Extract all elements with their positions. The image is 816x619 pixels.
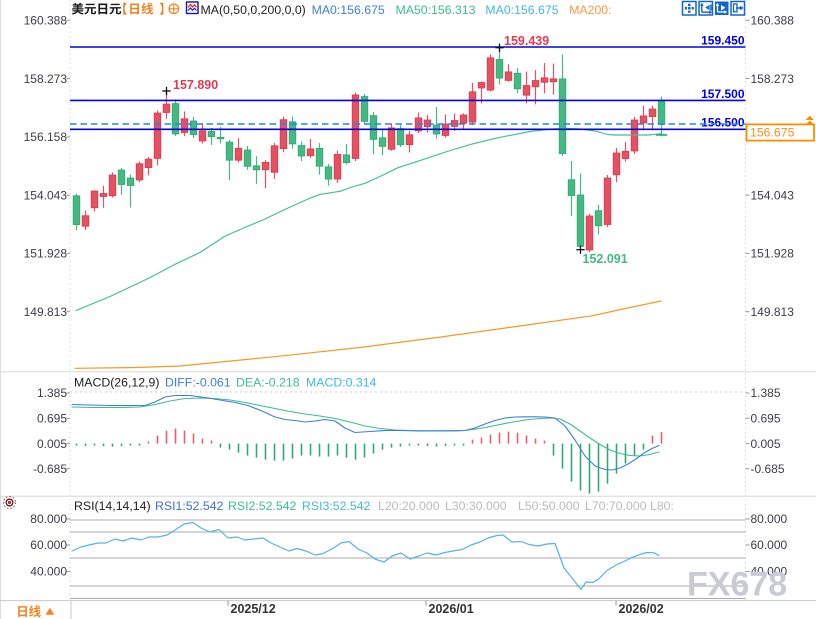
svg-text:L50:50.000: L50:50.000: [518, 499, 580, 513]
svg-text:MA0:156.675: MA0:156.675: [312, 3, 385, 17]
svg-text:60.000: 60.000: [751, 538, 788, 552]
svg-text:156.675: 156.675: [750, 126, 795, 140]
svg-text:MA(0,50,0,200,0,0): MA(0,50,0,200,0,0): [201, 3, 306, 17]
svg-text:154.043: 154.043: [24, 188, 68, 202]
svg-text:0.695: 0.695: [751, 411, 781, 425]
svg-text:MA200:: MA200:: [569, 3, 611, 17]
svg-text:L80:: L80:: [650, 499, 674, 513]
svg-text:159.450: 159.450: [701, 33, 745, 47]
svg-text:MA50:156.313: MA50:156.313: [396, 3, 476, 17]
svg-text:1.385: 1.385: [751, 386, 781, 400]
svg-text:L30:30.000: L30:30.000: [445, 499, 507, 513]
svg-text:L70:70.000: L70:70.000: [585, 499, 647, 513]
svg-text:152.091: 152.091: [583, 252, 628, 266]
svg-text:160.388: 160.388: [751, 14, 795, 28]
svg-text:158.273: 158.273: [24, 72, 68, 86]
svg-text:80.000: 80.000: [30, 512, 67, 526]
svg-text:FX678: FX678: [687, 566, 787, 604]
svg-text:2026/02: 2026/02: [619, 602, 664, 616]
svg-text:RSI1:52.542: RSI1:52.542: [155, 499, 224, 513]
svg-text:80.000: 80.000: [751, 512, 788, 526]
svg-text:0.695: 0.695: [37, 411, 67, 425]
svg-text:40.000: 40.000: [751, 565, 788, 579]
svg-text:151.928: 151.928: [751, 247, 795, 261]
svg-text:-0.685: -0.685: [33, 462, 67, 476]
svg-text:-0.685: -0.685: [751, 462, 785, 476]
svg-text:154.043: 154.043: [751, 188, 795, 202]
svg-text:149.813: 149.813: [751, 305, 795, 319]
svg-text:156.158: 156.158: [24, 130, 68, 144]
svg-text:MACD:0.314: MACD:0.314: [306, 375, 377, 389]
svg-text:MACD(26,12,9): MACD(26,12,9): [74, 375, 159, 389]
svg-text:2026/01: 2026/01: [429, 602, 474, 616]
svg-text:149.813: 149.813: [24, 305, 68, 319]
svg-text:DEA:-0.218: DEA:-0.218: [236, 375, 300, 389]
svg-text:RSI3:52.542: RSI3:52.542: [302, 499, 371, 513]
svg-text:157.890: 157.890: [173, 78, 218, 92]
svg-text:DIFF:-0.061: DIFF:-0.061: [165, 375, 231, 389]
svg-text:RSI2:52.542: RSI2:52.542: [228, 499, 297, 513]
svg-text:MA0:156.675: MA0:156.675: [485, 3, 558, 17]
svg-text:60.000: 60.000: [30, 538, 67, 552]
svg-text:0.005: 0.005: [751, 437, 781, 451]
svg-text:40.000: 40.000: [30, 565, 67, 579]
svg-text:1.385: 1.385: [37, 386, 67, 400]
svg-text:156.500: 156.500: [701, 116, 745, 130]
svg-text:0.005: 0.005: [37, 437, 67, 451]
svg-text:158.273: 158.273: [751, 72, 795, 86]
svg-text:157.500: 157.500: [701, 87, 745, 101]
svg-text:2025/12: 2025/12: [231, 602, 276, 616]
svg-text:160.388: 160.388: [24, 14, 68, 28]
svg-text:RSI(14,14,14): RSI(14,14,14): [74, 499, 151, 513]
svg-text:L20:20.000: L20:20.000: [378, 499, 440, 513]
svg-text:159.439: 159.439: [504, 34, 549, 48]
svg-text:151.928: 151.928: [24, 247, 68, 261]
